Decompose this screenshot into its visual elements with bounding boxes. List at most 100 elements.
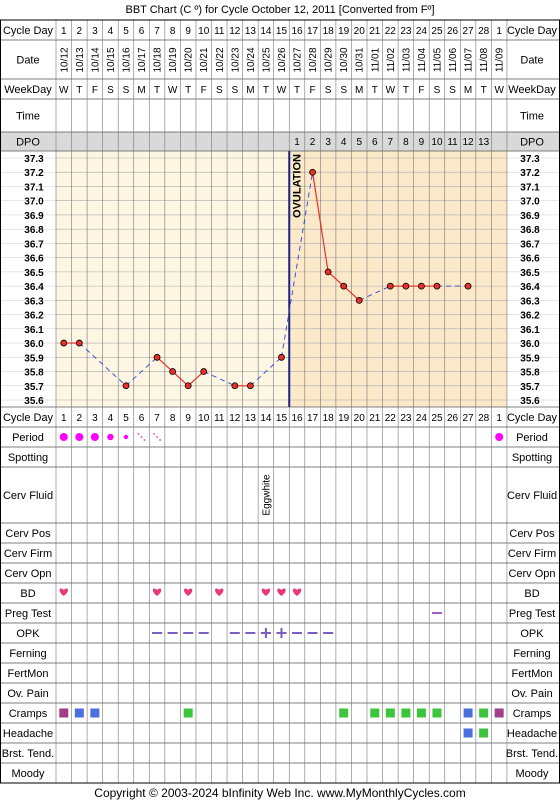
row-label: Cramps (513, 708, 552, 720)
date-cell: 10/13 (75, 47, 86, 72)
label-time: Time (520, 111, 544, 123)
temp-tick-label: 36.9 (520, 211, 540, 222)
temp-line-segment (187, 371, 205, 387)
bd-heart-icon (292, 588, 302, 596)
date-cell: 10/26 (277, 47, 288, 72)
cycle-day-cell: 21 (369, 26, 381, 37)
chart-title: BBT Chart (C º) for Cycle October 12, 20… (125, 4, 434, 16)
weekday-cell: F (418, 85, 424, 96)
cycle-day-cell: 3 (92, 413, 98, 424)
temp-point (464, 282, 472, 290)
row-label: Cerv Opn (508, 568, 555, 580)
cycle-day-cell: 20 (354, 413, 366, 424)
temp-tick-label: 35.6 (520, 396, 540, 407)
temp-point (433, 282, 441, 290)
cycle-day-cell: 8 (170, 26, 176, 37)
cycle-day-cell: 11 (214, 413, 225, 424)
temp-tick-label: 35.9 (520, 353, 540, 364)
date-cell: 10/23 (230, 47, 241, 72)
date-cell: 11/08 (479, 47, 490, 72)
temp-point (184, 382, 192, 390)
temp-tick-label: 37.1 (24, 182, 44, 193)
row-label: Brst. Tend. (2, 748, 54, 760)
dpo-cell: 5 (356, 137, 362, 148)
row-label: Preg Test (5, 608, 51, 620)
weekday-cell: W (168, 85, 178, 96)
weekday-cell: T (403, 85, 409, 96)
temp-point (324, 268, 332, 276)
temp-tick-label: 36.9 (24, 211, 44, 222)
temp-tick-label: 36.6 (520, 254, 540, 265)
weekday-cell: F (92, 85, 98, 96)
dpo-cell: 1 (294, 137, 300, 148)
cycle-day-cell: 24 (416, 26, 428, 37)
cycle-day-cell: 14 (260, 413, 272, 424)
symptom-square (494, 708, 504, 718)
date-cell: 10/12 (59, 47, 70, 72)
label-time: Time (16, 111, 40, 123)
cycle-day-cell: 2 (77, 26, 83, 37)
cycle-day-cell: 19 (338, 413, 350, 424)
ovulation-label: OVULATION (291, 154, 303, 218)
weekday-cell: W (59, 85, 69, 96)
row-label: Headache (3, 728, 53, 740)
temp-tick-label: 37.3 (24, 154, 44, 165)
date-cell: 11/06 (448, 47, 459, 72)
plot-bg-pre-ovulation (56, 151, 290, 407)
temp-tick-label: 35.8 (24, 368, 44, 379)
cycle-day-cell: 3 (92, 26, 98, 37)
dpo-row-bg (0, 132, 560, 151)
weekday-cell: T (154, 85, 160, 96)
row-label: BD (20, 588, 35, 600)
temp-tick-label: 37.2 (520, 168, 540, 179)
date-cell: 11/09 (495, 47, 506, 72)
temp-point (153, 353, 161, 361)
cycle-day-cell: 22 (385, 413, 397, 424)
temp-tick-label: 37.0 (520, 197, 540, 208)
date-cell: 10/17 (137, 47, 148, 72)
date-cell: 10/28 (308, 47, 319, 72)
label-date: Date (16, 55, 39, 67)
weekday-cell: M (464, 85, 472, 96)
symptom-square (90, 708, 100, 718)
period-dot (90, 433, 99, 441)
date-cell: 10/22 (215, 47, 226, 72)
temp-tick-label: 36.1 (24, 325, 44, 336)
temp-dashed-segment (280, 172, 314, 358)
symptom-square (479, 708, 489, 718)
weekday-cell: M (137, 85, 145, 96)
temp-tick-label: 37.2 (24, 168, 44, 179)
cycle-day-cell: 5 (123, 26, 129, 37)
cycle-day-cell: 26 (447, 26, 459, 37)
row-label: Moody (515, 768, 549, 780)
period-spotting-dot (153, 433, 156, 435)
weekday-cell: S (107, 85, 114, 96)
cycle-day-cell: 4 (108, 26, 114, 37)
cycle-day-cell: 5 (123, 413, 129, 424)
row-label: Preg Test (509, 608, 555, 620)
dpo-cell: 4 (341, 137, 347, 148)
row-label: Cramps (9, 708, 48, 720)
period-spotting-dot (156, 436, 159, 438)
symptom-square (74, 708, 84, 718)
period-dot (107, 433, 114, 441)
temp-point (246, 382, 254, 390)
cycle-day-cell: 24 (416, 413, 428, 424)
bd-heart-icon (59, 588, 68, 596)
row-label: Cerv Pos (509, 528, 555, 540)
label-date: Date (520, 55, 543, 67)
cycle-day-cell: 11 (214, 26, 225, 37)
date-cell: 10/31 (355, 47, 366, 72)
footer-copyright: Copyright © 2003-2024 bInfinity Web Inc.… (94, 786, 465, 800)
weekday-cell: F (201, 85, 207, 96)
date-cell: 11/03 (401, 47, 412, 72)
label-dpo: DPO (16, 137, 40, 149)
cervical-fluid-eggwhite: Eggwhite (261, 474, 272, 516)
symptom-square (401, 708, 411, 718)
cycle-day-cell: 23 (400, 413, 412, 424)
temp-point (340, 282, 348, 290)
symptom-square (416, 708, 426, 718)
temp-dashed-segment (203, 371, 236, 387)
date-cell: 11/05 (432, 47, 443, 72)
weekday-cell: S (449, 85, 456, 96)
